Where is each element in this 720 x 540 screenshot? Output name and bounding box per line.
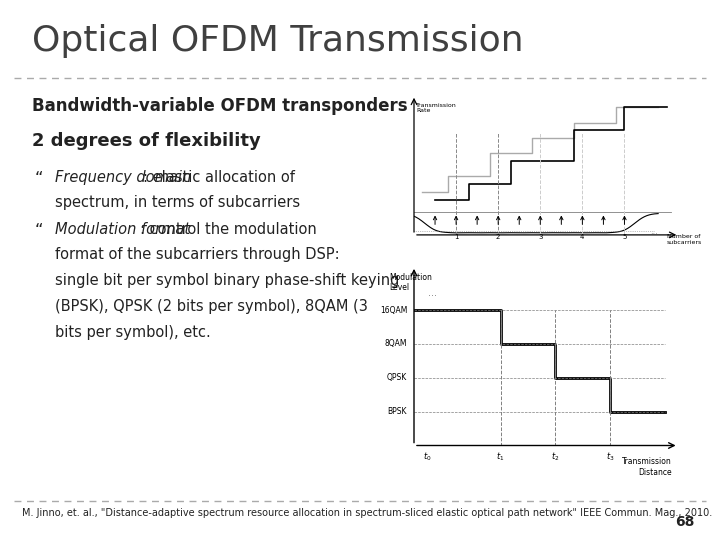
Text: $t_1$: $t_1$ xyxy=(496,450,505,463)
Text: ...: ... xyxy=(428,288,436,298)
Text: 3: 3 xyxy=(538,234,543,240)
Text: M. Jinno, et. al., "Distance-adaptive spectrum resource allocation in spectrum-s: M. Jinno, et. al., "Distance-adaptive sp… xyxy=(22,508,712,518)
Text: $t_3$: $t_3$ xyxy=(606,450,614,463)
Text: Modulation
Level: Modulation Level xyxy=(389,273,432,292)
Text: 2: 2 xyxy=(496,234,500,240)
Text: (BPSK), QPSK (2 bits per symbol), 8QAM (3: (BPSK), QPSK (2 bits per symbol), 8QAM (… xyxy=(55,299,368,314)
Text: Frequency domain: Frequency domain xyxy=(55,170,191,185)
Text: Number of
subcarriers: Number of subcarriers xyxy=(667,234,702,245)
Text: $t_2$: $t_2$ xyxy=(551,450,559,463)
Text: 16QAM: 16QAM xyxy=(379,306,408,314)
Text: Modulation format: Modulation format xyxy=(55,222,190,238)
Text: Bandwidth-variable OFDM transponders: Bandwidth-variable OFDM transponders xyxy=(32,97,408,115)
Text: BPSK: BPSK xyxy=(387,407,408,416)
Text: : control the modulation: : control the modulation xyxy=(140,222,316,238)
Text: “: “ xyxy=(35,222,43,240)
Text: bits per symbol), etc.: bits per symbol), etc. xyxy=(55,325,210,340)
Text: 2 degrees of flexibility: 2 degrees of flexibility xyxy=(32,132,261,150)
Text: 68: 68 xyxy=(675,515,695,529)
Text: spectrum, in terms of subcarriers: spectrum, in terms of subcarriers xyxy=(55,195,300,211)
Text: 1: 1 xyxy=(454,234,459,240)
Text: “: “ xyxy=(35,170,43,188)
Text: $t_0$: $t_0$ xyxy=(423,450,432,463)
Text: 5: 5 xyxy=(622,234,626,240)
Text: Transmission
Distance: Transmission Distance xyxy=(622,457,672,477)
Text: 8QAM: 8QAM xyxy=(384,339,408,348)
Text: 4: 4 xyxy=(580,234,585,240)
Text: format of the subcarriers through DSP:: format of the subcarriers through DSP: xyxy=(55,247,339,262)
Text: ...: ... xyxy=(649,227,657,235)
Text: single bit per symbol binary phase-shift keying: single bit per symbol binary phase-shift… xyxy=(55,273,399,288)
Text: : elastic allocation of: : elastic allocation of xyxy=(143,170,294,185)
Text: QPSK: QPSK xyxy=(387,373,408,382)
Text: Optical OFDM Transmission: Optical OFDM Transmission xyxy=(32,24,524,58)
Text: Transmission
Rate: Transmission Rate xyxy=(416,103,457,113)
